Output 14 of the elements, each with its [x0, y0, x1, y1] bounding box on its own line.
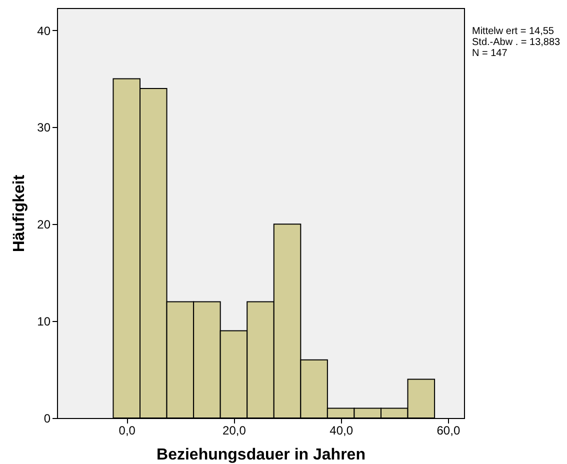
text: Mittelw ert = 14,55 — [472, 26, 554, 37]
y-axis-title: Häufigkeit — [11, 174, 28, 252]
x-tick-label: 0,0 — [118, 424, 136, 438]
x-tick-label: 40,0 — [330, 424, 354, 438]
y-tick-label: 40 — [37, 24, 51, 38]
text: Std.-Abw . = 13,883 — [472, 37, 561, 48]
text: N = 147 — [472, 48, 508, 59]
y-tick-label: 30 — [37, 120, 51, 135]
y-tick-label: 20 — [37, 218, 51, 232]
x-tick-label: 20,0 — [222, 424, 246, 438]
x-axis-title: Beziehungsdauer in Jahren — [156, 446, 366, 464]
y-tick-label: 0 — [44, 412, 51, 426]
x-tick-label: 60,0 — [436, 424, 460, 438]
y-tick-label: 10 — [37, 314, 51, 329]
